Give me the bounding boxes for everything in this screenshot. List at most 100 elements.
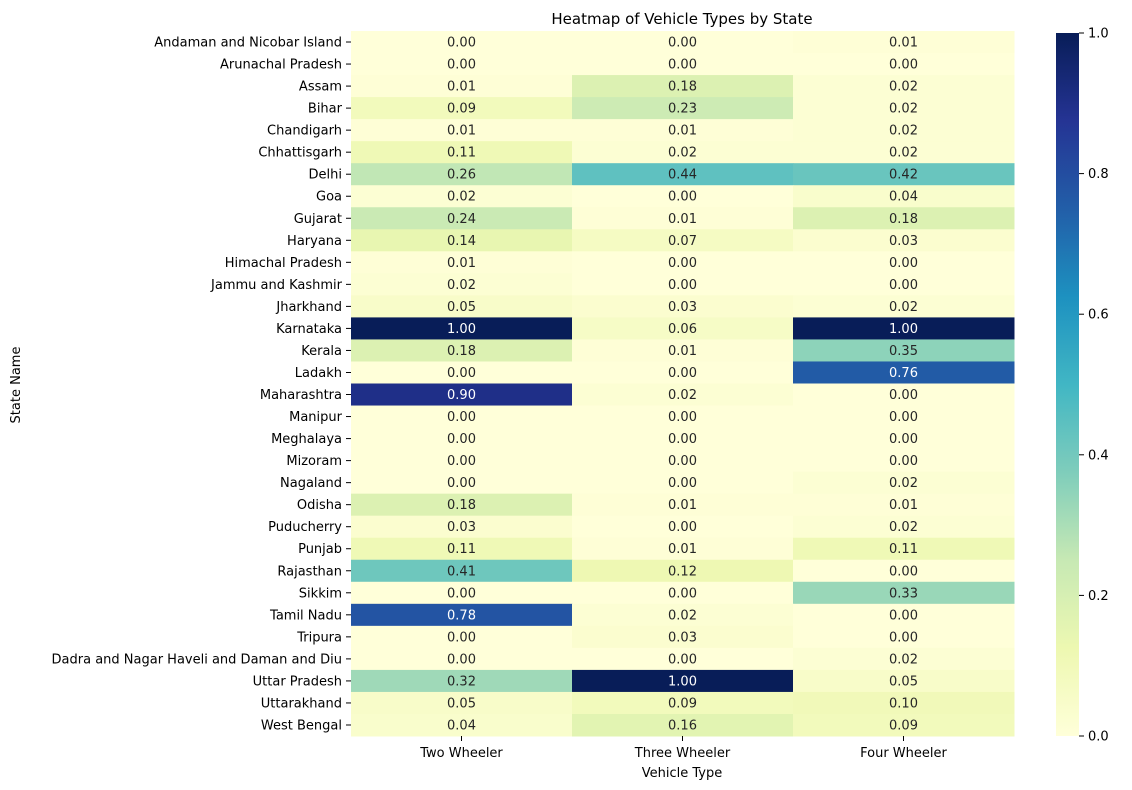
y-tick-label: Karnataka [276,322,342,337]
cell-value-label: 0.18 [447,498,476,513]
y-tick-label: Meghalaya [271,432,342,447]
cell-value-label: 0.00 [668,520,697,535]
cell-value-label: 0.01 [889,36,918,51]
cell-value-label: 0.00 [668,476,697,491]
cell-value-label: 0.02 [889,124,918,139]
cell-value-label: 0.11 [447,146,476,161]
heatmap-cell [351,251,573,274]
cell-value-label: 0.03 [889,234,918,249]
heatmap-cell [572,471,794,495]
cell-value-label: 0.00 [447,36,476,51]
cell-value-label: 0.00 [447,630,476,645]
cell-value-label: 0.16 [668,718,697,733]
y-tick-label: Gujarat [294,212,342,227]
cell-value-label: 0.00 [668,256,697,271]
cell-value-label: 0.12 [668,564,697,579]
heatmap-cell [572,119,794,142]
cell-value-label: 0.00 [889,410,918,425]
heatmap-cell [572,75,794,98]
y-tick-label: Jammu and Kashmir [210,278,343,293]
heatmap-cell [793,625,1015,649]
y-tick-label: Mizoram [286,454,342,469]
cell-value-label: 0.06 [668,322,697,337]
cell-value-label: 0.33 [889,586,918,601]
cell-value-label: 0.03 [447,520,476,535]
colorbar-tick-label: 0.8 [1088,167,1109,182]
heatmap-cell [793,163,1015,186]
heatmap-cell [572,603,794,627]
heatmap-cell [351,273,573,296]
y-tick-label: Uttar Pradesh [253,674,342,689]
y-tick-label: Chandigarh [267,124,342,139]
heatmap-cell [351,97,573,120]
heatmap-cell [793,471,1015,495]
heatmap-cell [572,295,794,318]
heatmap-cell [572,339,794,362]
heatmap-cell [793,361,1015,384]
heatmap-cell [793,229,1015,252]
heatmap-cell [793,405,1015,429]
heatmap-cell [572,383,794,407]
heatmap-cell [572,581,794,605]
heatmap-cell [793,581,1015,605]
heatmap-cell [351,31,573,54]
heatmap-cell [572,559,794,583]
heatmap-cell [572,669,794,693]
heatmap-cell [572,317,794,340]
cell-value-label: 0.10 [889,696,918,711]
heatmap-cell [793,449,1015,473]
heatmap-cell [793,647,1015,671]
cell-value-label: 0.00 [889,608,918,623]
cell-value-label: 0.00 [889,454,918,469]
cell-value-label: 0.09 [889,718,918,733]
x-tick-label: Two Wheeler [419,746,503,761]
heatmap-cell [572,229,794,252]
cell-value-label: 0.00 [668,58,697,73]
heatmap-cell [793,427,1015,451]
cell-value-label: 0.00 [668,278,697,293]
heatmap-cell [793,317,1015,340]
heatmap-cell [351,361,573,384]
cell-value-label: 0.04 [447,718,476,733]
heatmap-cell [793,53,1015,76]
cell-value-label: 0.01 [447,124,476,139]
heatmap-cell [572,273,794,296]
heatmap-cell [793,383,1015,407]
cell-value-label: 0.00 [889,432,918,447]
heatmap-cell [572,361,794,384]
y-tick-label: Goa [316,190,342,205]
cell-value-label: 0.18 [668,80,697,95]
heatmap-cell [572,713,794,737]
cell-value-label: 0.00 [889,278,918,293]
cell-value-label: 0.02 [668,146,697,161]
cell-value-label: 0.07 [668,234,697,249]
y-tick-label: Maharashtra [260,388,342,403]
cell-value-label: 0.01 [668,498,697,513]
cell-value-label: 1.00 [668,674,697,689]
cell-value-label: 0.05 [889,674,918,689]
x-tick-label: Four Wheeler [860,746,947,761]
heatmap-cell [351,427,573,451]
heatmap-cell [351,405,573,429]
heatmap-cell [793,75,1015,98]
cell-value-label: 0.05 [447,696,476,711]
heatmap-cell [793,141,1015,164]
heatmap-cells [351,31,1015,737]
heatmap-cell [793,185,1015,208]
heatmap-cell [351,229,573,252]
heatmap-cell [351,163,573,186]
y-tick-label: Bihar [308,102,343,117]
cell-value-label: 0.18 [889,212,918,227]
cell-value-label: 0.00 [668,366,697,381]
cell-value-label: 0.09 [668,696,697,711]
heatmap-cell [572,53,794,76]
heatmap-cell [572,207,794,230]
cell-value-label: 0.41 [447,564,476,579]
y-tick-label: Uttarakhand [261,696,342,711]
cell-value-label: 0.02 [889,300,918,315]
cell-value-label: 0.02 [889,80,918,95]
cell-value-label: 0.78 [447,608,476,623]
cell-value-label: 0.09 [447,102,476,117]
cell-value-label: 0.01 [447,256,476,271]
heatmap-cell [351,449,573,473]
